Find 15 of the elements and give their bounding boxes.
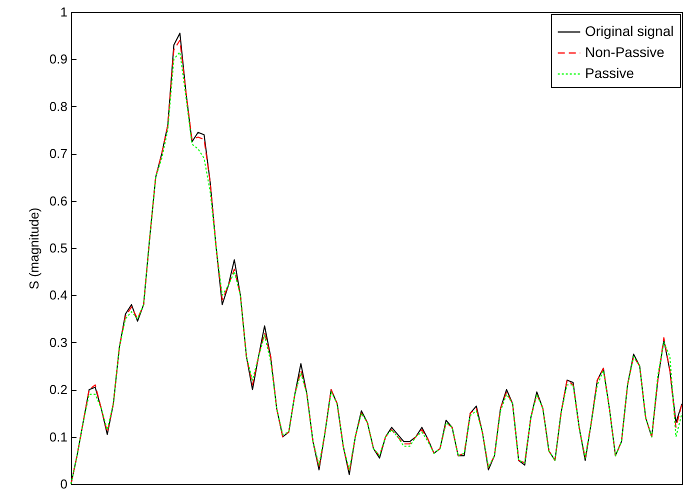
legend-label: Non-Passive [585,44,665,60]
y-tick-label: 0.1 [49,429,68,444]
y-axis-title: S (magnitude) [26,208,42,290]
y-tick-label: 0 [60,476,68,492]
y-tick-label: 0.2 [49,382,68,398]
y-tick-label: 0.3 [49,334,68,350]
y-tick-label: 1 [60,4,68,20]
y-tick-label: 0.9 [49,52,68,67]
y-tick-label: 0.5 [49,240,68,256]
legend-label: Original signal [585,23,674,39]
legend-label: Passive [585,65,634,81]
y-tick-label: 0.7 [49,146,68,162]
y-tick-label: 0.4 [49,288,68,303]
y-tick-label: 0.8 [49,98,68,114]
y-tick-label: 0.6 [49,193,68,208]
